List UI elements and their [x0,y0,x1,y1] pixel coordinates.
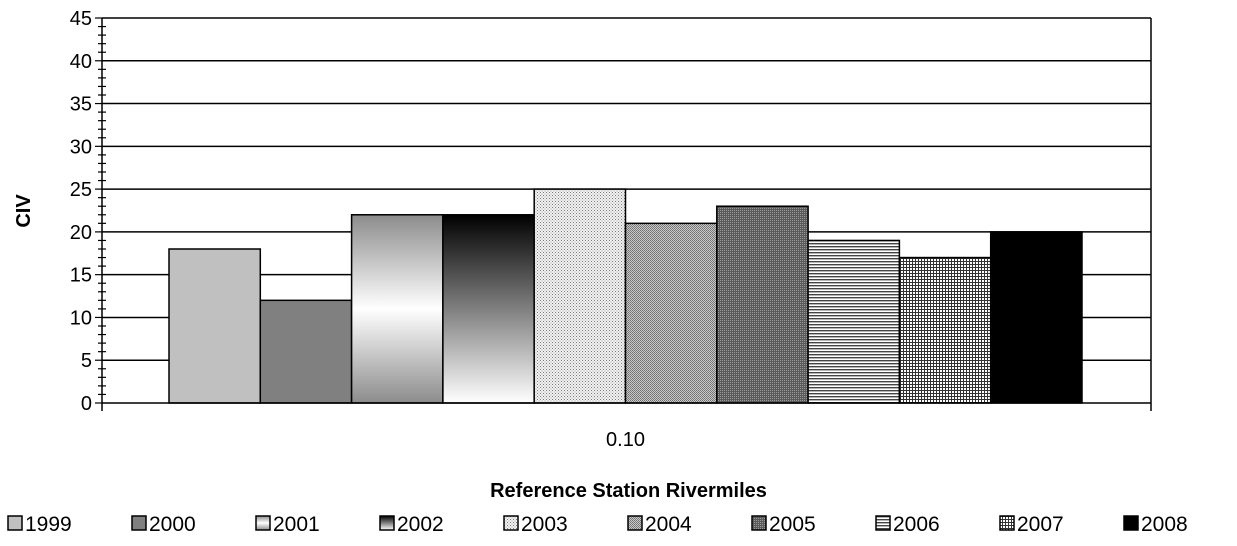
legend-swatch-2004 [627,515,643,531]
legend-swatch-2003 [503,515,519,531]
y-tick-label: 0 [81,393,92,415]
y-tick-label: 45 [70,8,92,30]
y-tick-label: 10 [70,307,92,329]
bar-2008 [989,231,1083,404]
legend-swatch-2005 [751,515,767,531]
y-tick-label: 20 [70,222,92,244]
legend-label-2005: 2005 [769,513,816,536]
legend-swatch-2001 [255,515,271,531]
bar-2002 [442,214,535,404]
bar-2005 [716,205,809,404]
bar-2004 [624,222,718,404]
legend-label-2004: 2004 [645,513,692,536]
bar-2001 [350,214,444,404]
y-tick-label: 35 [70,94,92,116]
y-tick-label: 40 [70,51,92,73]
bar-1999 [168,248,262,404]
bar-2007 [898,256,992,404]
legend-swatch-2002 [379,515,395,531]
y-tick-label: 25 [70,179,92,201]
legend-label-2007: 2007 [1017,513,1064,536]
legend-label-2003: 2003 [521,513,568,536]
y-axis-title: CIV [13,194,35,228]
bar-2003 [533,188,627,404]
y-tick-label: 15 [70,265,92,287]
bar-2006 [807,239,901,404]
x-axis-title: Reference Station Rivermiles [490,480,767,502]
y-tick-label: 30 [70,136,92,158]
legend-swatch-1999 [7,515,23,531]
legend-label-2002: 2002 [397,513,444,536]
legend-swatch-2008 [1123,515,1139,531]
legend-swatch-2000 [131,515,147,531]
bar-2000 [259,299,353,404]
legend-label-2000: 2000 [149,513,196,536]
legend-label-2008: 2008 [1141,513,1188,536]
x-tick-label: 0.10 [606,429,645,451]
legend-label-2006: 2006 [893,513,940,536]
legend-label-1999: 1999 [25,513,72,536]
legend-label-2001: 2001 [273,513,320,536]
y-tick-label: 5 [81,350,92,372]
legend-swatch-2006 [875,515,891,531]
legend-swatch-2007 [999,515,1015,531]
